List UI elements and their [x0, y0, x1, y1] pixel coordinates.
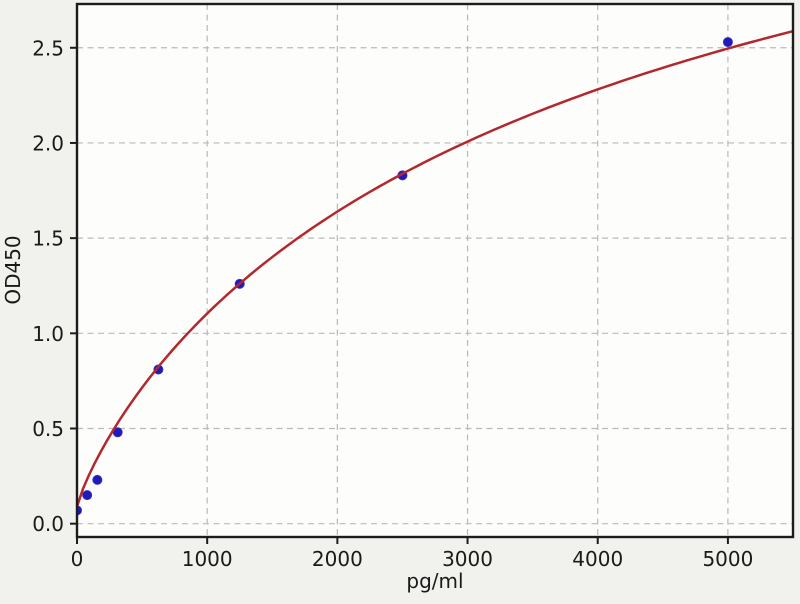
y-tick-label: 2.0 [32, 131, 64, 155]
data-point [92, 474, 103, 485]
fit-curve-line [77, 29, 793, 508]
plot-area [77, 4, 793, 537]
x-tick-label: 1000 [182, 547, 233, 571]
x-tick-label: 2000 [312, 547, 363, 571]
x-tick-label: 5000 [702, 547, 753, 571]
data-point [82, 490, 93, 501]
x-tick-label: 0 [71, 547, 84, 571]
x-tick-label: 3000 [442, 547, 493, 571]
grid-layer [77, 4, 793, 537]
y-tick-label: 1.5 [32, 227, 64, 251]
y-tick-label: 0.5 [32, 417, 64, 441]
x-axis-label: pg/ml [406, 569, 463, 593]
tick-layer: 0 1000 2000 3000 4000 5000 0.0 0.5 1.0 1.5 2.0 2.5 [32, 36, 753, 571]
x-tick-label: 4000 [572, 547, 623, 571]
data-point [722, 37, 733, 48]
plot-border [75, 2, 795, 539]
y-tick-label: 0.0 [32, 512, 64, 536]
y-tick-label: 2.5 [32, 36, 64, 60]
y-tick-label: 1.0 [32, 322, 64, 346]
y-axis-label: OD450 [1, 235, 25, 304]
